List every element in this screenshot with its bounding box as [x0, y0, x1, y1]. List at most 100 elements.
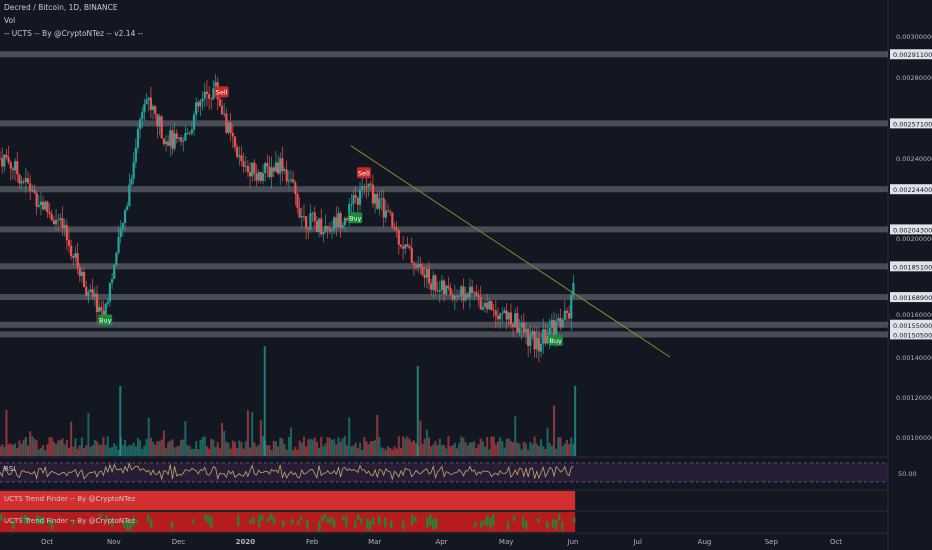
- candle-body: [212, 88, 215, 100]
- volume-bar: [529, 442, 532, 456]
- candle-body: [266, 163, 269, 167]
- candle-body: [246, 166, 250, 173]
- volume-bar: [91, 445, 94, 456]
- candle-body: [430, 283, 433, 290]
- candle-body: [354, 195, 357, 198]
- volume-bar: [335, 444, 338, 456]
- candle-body: [309, 213, 312, 230]
- volume-bar: [175, 446, 178, 456]
- volume-bar: [80, 437, 83, 456]
- volume-bar: [540, 439, 543, 456]
- volume-bar: [341, 438, 344, 456]
- volume-bar: [0, 446, 1, 456]
- volume-bar: [3, 446, 6, 456]
- candle-body: [264, 163, 267, 174]
- volume-bar: [384, 449, 387, 456]
- level-price-label: 0.00168900: [890, 292, 932, 303]
- volume-bar: [371, 441, 374, 456]
- candle-body: [386, 210, 390, 212]
- candle-body: [274, 162, 278, 172]
- candle-body: [139, 119, 142, 129]
- trend-finder-green-segment: [192, 519, 195, 524]
- volume-bar: [458, 443, 461, 456]
- candle-body: [514, 313, 517, 328]
- volume-bar: [330, 439, 333, 456]
- candle-body: [147, 97, 150, 100]
- volume-bar: [456, 448, 459, 456]
- trend-finder-green-segment: [402, 520, 405, 530]
- volume-bar: [205, 446, 208, 456]
- candle-body: [259, 171, 262, 181]
- volume-spike: [574, 386, 577, 456]
- candle-body: [31, 190, 34, 192]
- candle-body: [85, 287, 88, 296]
- candle-body: [210, 98, 213, 100]
- candle-body: [87, 291, 90, 296]
- volume-bar: [74, 438, 77, 456]
- volume-legend: Vol: [4, 16, 16, 25]
- volume-bar: [145, 438, 148, 456]
- volume-bar: [115, 445, 118, 456]
- volume-bar: [85, 445, 88, 456]
- candle-body: [305, 216, 308, 229]
- candle-body: [397, 230, 400, 245]
- candle-body: [511, 324, 515, 328]
- svg-text:0.00257100: 0.00257100: [893, 120, 932, 128]
- trend-finder-green-segment: [297, 520, 300, 526]
- level-price-label: 0.00185100: [890, 261, 932, 272]
- trend-finder-green-segment: [105, 515, 108, 522]
- volume-bar: [106, 436, 109, 456]
- candle-body: [522, 322, 525, 333]
- candle-body: [33, 190, 36, 193]
- candle-body: [524, 328, 528, 333]
- level-price-label: 0.00224400: [890, 184, 932, 195]
- volume-bar: [259, 420, 262, 456]
- volume-bar: [16, 448, 19, 456]
- candle-body: [76, 253, 79, 268]
- trend-finder-green-segment: [537, 518, 540, 523]
- candle-body: [74, 253, 77, 258]
- candle-body: [214, 82, 217, 89]
- candle-body: [399, 244, 403, 247]
- volume-bar: [108, 447, 111, 456]
- volume-bar: [514, 416, 517, 456]
- candle-body: [302, 216, 306, 217]
- volume-bar: [65, 439, 68, 456]
- rsi-line: [0, 462, 574, 481]
- time-tick-label: Dec: [172, 538, 186, 546]
- candle-body: [479, 297, 482, 310]
- candle-body: [477, 295, 480, 298]
- volume-bar: [279, 437, 282, 456]
- candle-body: [535, 337, 538, 350]
- candle-body: [408, 246, 411, 249]
- candle-body: [182, 140, 185, 142]
- trend-finder-green-segment: [486, 515, 489, 526]
- candle-body: [367, 183, 370, 188]
- candle-body: [365, 187, 368, 188]
- volume-bar: [89, 447, 92, 456]
- candle-body: [406, 244, 409, 247]
- trend-finder-green-segment: [378, 515, 381, 525]
- volume-bar: [397, 436, 400, 456]
- trend-finder-green-segment: [129, 520, 132, 531]
- indicator-legend: -- UCTS -- By @CryptoNTez -- v2.14 --: [4, 29, 144, 38]
- volume-bar: [184, 421, 187, 456]
- candle-body: [251, 162, 254, 177]
- level-price-label: 0.00291100: [890, 49, 932, 60]
- volume-bar: [55, 444, 58, 456]
- candle-body: [156, 113, 159, 127]
- candle-body: [110, 279, 114, 283]
- candle-body: [550, 320, 553, 329]
- volume-bar: [324, 443, 327, 456]
- trend-finder-green-segment: [132, 516, 135, 527]
- volume-bar: [22, 439, 25, 456]
- volume-bar: [227, 442, 230, 456]
- candle-body: [481, 307, 484, 310]
- candle-body: [417, 263, 420, 268]
- volume-bar: [171, 439, 174, 456]
- time-tick-label: Jul: [632, 538, 642, 546]
- volume-bar: [27, 445, 30, 456]
- volume-bar: [270, 449, 273, 456]
- trend-finder-green-segment: [345, 516, 348, 528]
